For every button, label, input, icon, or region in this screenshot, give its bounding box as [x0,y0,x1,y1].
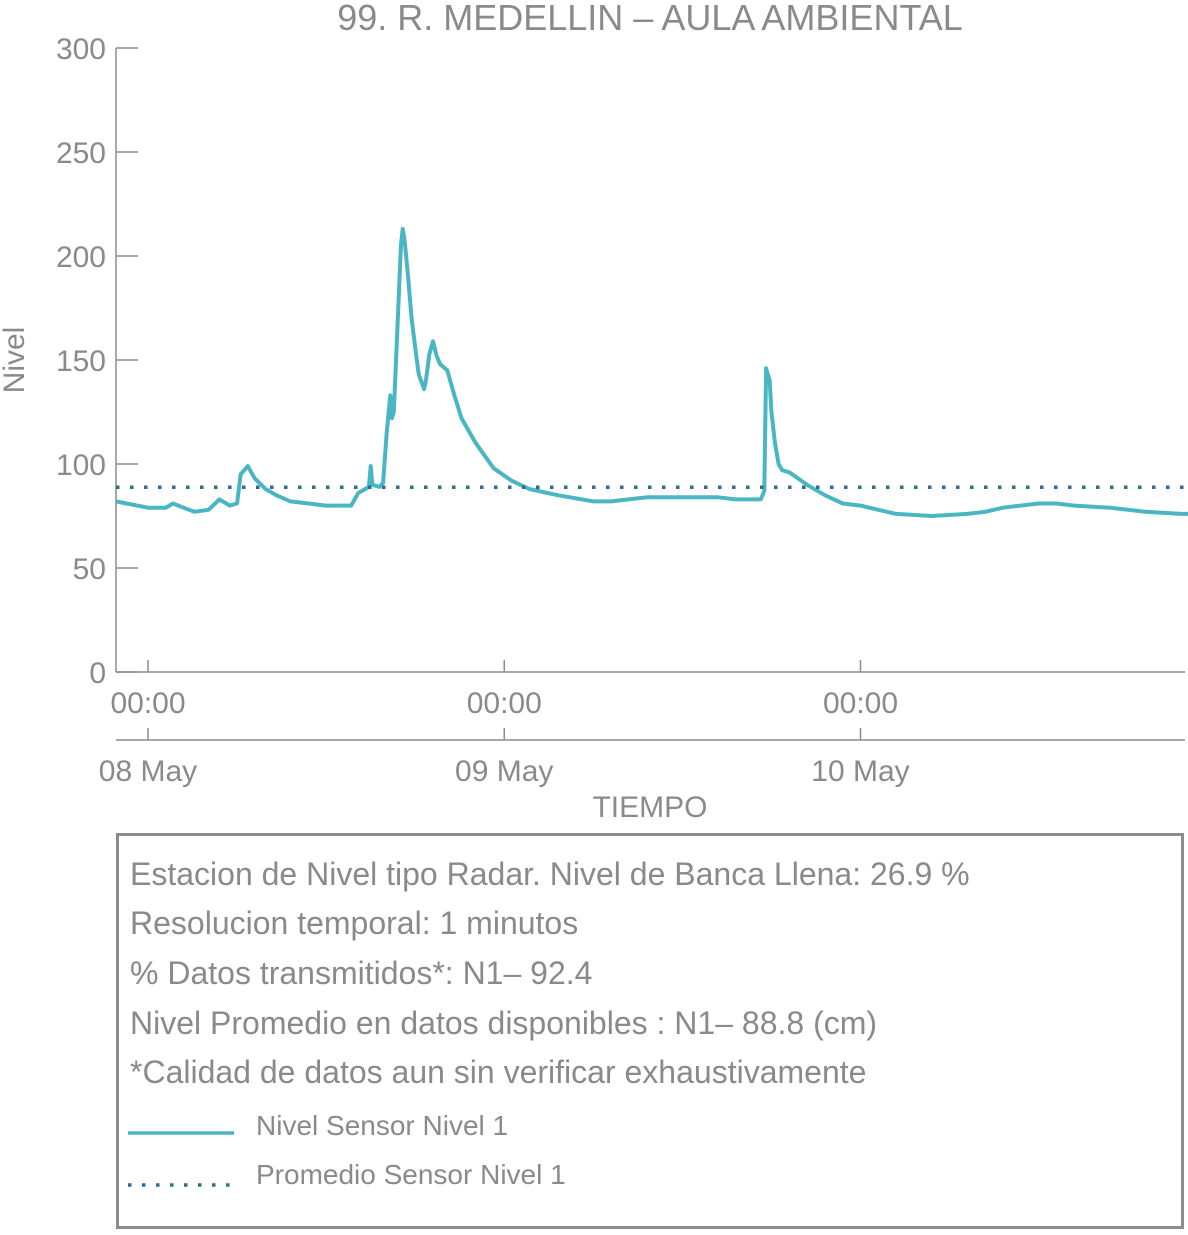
y-tick-label: 100 [56,449,106,482]
info-line-station: Estacion de Nivel tipo Radar. Nivel de B… [130,856,970,892]
x-tick-label-time: 00:00 [823,687,898,720]
info-line-average: Nivel Promedio en datos disponibles : N1… [130,1005,878,1041]
x-tick-label-time: 00:00 [467,687,542,720]
x-axis-label: TIEMPO [592,791,707,824]
info-line-quality-note: *Calidad de datos aun sin verificar exha… [130,1054,867,1090]
y-tick-label: 250 [56,137,106,170]
x-tick-label-date: 08 May [99,755,197,788]
legend-swatch-dotted [128,1183,234,1187]
plot-area [115,227,1188,518]
x-tick-label-date: 10 May [811,755,909,788]
y-tick-label: 0 [89,657,106,690]
y-tick-label: 50 [73,553,106,586]
legend-label-average: Promedio Sensor Nivel 1 [256,1159,566,1190]
x-tick-label-time: 00:00 [110,687,185,720]
legend-swatch-solid [128,1131,234,1135]
x-tick-label-date: 09 May [455,755,553,788]
legend-label-sensor: Nivel Sensor Nivel 1 [256,1110,509,1141]
info-line-resolution: Resolucion temporal: 1 minutos [130,905,579,941]
series-sensor-line [115,227,1188,518]
axes: 0 50 100 150 200 250 300 00:00 08 May 00:00 09 May… [56,33,1185,788]
y-axis-label: Nivel [0,327,31,394]
info-box: Estacion de Nivel tipo Radar. Nivel de B… [116,833,1184,1229]
info-line-transmitted: % Datos transmitidos*: N1– 92.4 [130,955,593,991]
y-tick-label: 200 [56,241,106,274]
y-tick-label: 300 [56,33,106,66]
chart-title: 99. R. MEDELLIN – AULA AMBIENTAL [337,0,963,38]
chart: 99. R. MEDELLIN – AULA AMBIENTAL Nivel T… [0,0,1188,824]
y-tick-label: 150 [56,345,106,378]
